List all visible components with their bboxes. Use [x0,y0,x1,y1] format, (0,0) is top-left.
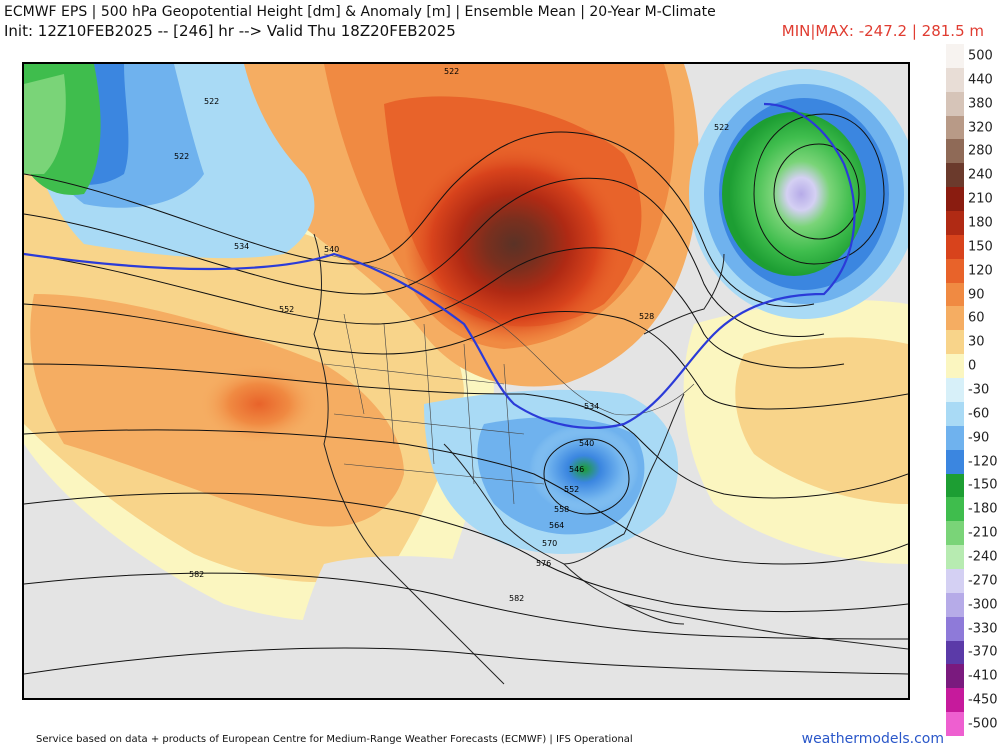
colorbar-swatch [946,497,964,522]
colorbar-swatch [946,592,964,618]
colorbar-tick-label: -500 [968,716,998,732]
colorbar-swatch [946,401,964,427]
colorbar-tick-label: 150 [968,239,993,255]
forecast-map: 522 522 522 522 534 540 552 528 534 540 … [22,62,910,700]
colorbar-tick-label: 280 [968,143,993,159]
colorbar-tick-label: 0 [968,358,977,374]
colorbar-swatch [946,688,964,713]
anomaly-colorbar: 500 440 380 320 280 240 210 180 150 120 90 60 30 0 -30… [946,44,998,737]
colorbar-tick-label: 380 [968,96,993,112]
colorbar-swatch [946,616,964,642]
contour-label: 576 [536,559,551,568]
contour-label: 528 [639,312,654,321]
colorbar-swatch [946,139,964,164]
colorbar-tick-label: -210 [968,525,998,541]
colorbar-tick-label: 210 [968,191,993,207]
contour-label: 522 [174,152,189,161]
colorbar-tick-label: -410 [968,668,998,684]
colorbar-tick-label: 180 [968,215,993,231]
colorbar-swatch [946,91,964,117]
map-title: ECMWF EPS | 500 hPa Geopotential Height … [4,4,716,20]
colorbar-tick-label: 440 [968,72,993,88]
colorbar-tick-label: -240 [968,549,998,565]
colorbar-tick-label: -330 [968,621,998,637]
colorbar-tick-label: -90 [968,430,990,446]
contour-label: 552 [279,305,294,314]
colorbar-tick-label: 90 [968,287,985,303]
contour-label: 552 [564,485,579,494]
colorbar-tick-label: -270 [968,573,998,589]
colorbar-tick-label: 240 [968,167,993,183]
colorbar-swatch [946,473,964,498]
colorbar-swatch [946,67,964,93]
colorbar-swatch [946,258,964,284]
colorbar-tick-label: 120 [968,263,993,279]
colorbar-swatch [946,449,964,474]
colorbar-swatch [946,378,964,403]
colorbar-tick-label: 320 [968,120,993,136]
colorbar-swatch [946,664,964,689]
contour-label: 570 [542,539,557,548]
colorbar-tick-label: -300 [968,597,998,613]
contour-label: 564 [549,521,564,530]
colorbar-tick-label: -180 [968,501,998,517]
colorbar-swatch [946,545,964,570]
colorbar-swatch [946,354,964,379]
min-max-readout: MIN|MAX: -247.2 | 281.5 m [781,22,984,40]
colorbar-tick-label: -120 [968,454,998,470]
colorbar-tick-label: 60 [968,310,985,326]
colorbar-swatch [946,115,964,140]
colorbar-swatch [946,234,964,260]
colorbar-swatch [946,330,964,355]
colorbar-tick-label: -150 [968,477,998,493]
contour-label: 540 [579,439,594,448]
colorbar-swatch [946,640,964,665]
colorbar-swatch [946,163,964,188]
colorbar-swatch [946,211,964,236]
contour-label: 522 [204,97,219,106]
colorbar-tick-label: 500 [968,48,993,64]
colorbar-swatch [946,306,964,331]
contour-label: 534 [584,402,599,411]
colorbar-tick-label: -30 [968,382,990,398]
colorbar-swatch [946,187,964,212]
colorbar-tick-label: -60 [968,406,990,422]
colorbar-swatch [946,44,964,69]
colorbar-swatch [946,425,964,451]
colorbar-swatch [946,568,964,594]
attribution-text: Service based on data + products of Euro… [36,734,633,745]
contour-label: 522 [714,123,729,132]
contour-label: 534 [234,242,249,251]
brand-link[interactable]: weathermodels.com [801,731,944,747]
colorbar-tick-label: 30 [968,334,985,350]
colorbar-swatch [946,521,964,546]
colorbar-tick-label: -450 [968,692,998,708]
init-valid-time: Init: 12Z10FEB2025 -- [246] hr --> Valid… [4,22,456,40]
contour-label: 582 [189,570,204,579]
colorbar-swatch [946,712,964,737]
colorbar-swatch [946,282,964,307]
contour-label: 522 [444,67,459,76]
colorbar-tick-label: -370 [968,644,998,660]
contour-label: 540 [324,245,339,254]
contour-label: 582 [509,594,524,603]
map-canvas: 522 522 522 522 534 540 552 528 534 540 … [24,64,908,698]
contour-label: 558 [554,505,569,514]
contour-label: 546 [569,465,584,474]
